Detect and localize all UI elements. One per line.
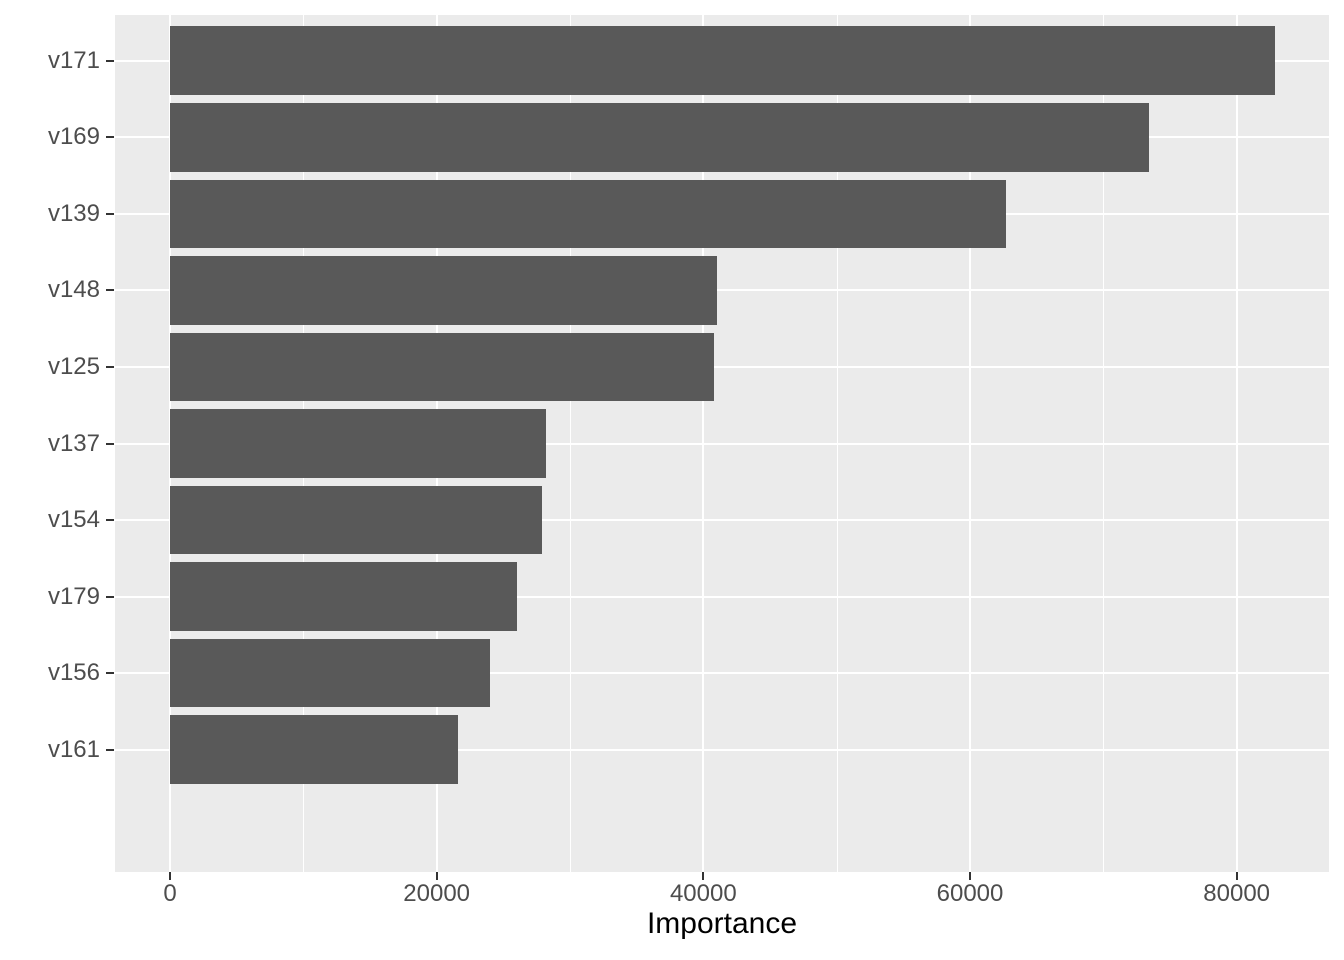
y-tick-mark (106, 59, 114, 62)
bar-v169 (170, 102, 1149, 172)
bar-v148 (170, 256, 717, 325)
x-tick-label-20000: 20000 (403, 880, 471, 907)
y-tick-label-v125: v125 (47, 352, 100, 380)
category-gridline (115, 748, 1329, 751)
bar-v179 (170, 562, 517, 631)
y-tick-label-v139: v139 (47, 199, 100, 227)
x-axis-title: Importance (646, 907, 798, 940)
y-tick-mark (106, 519, 114, 522)
category-gridline (115, 365, 1329, 368)
bar-v137 (170, 409, 546, 478)
category-gridline (115, 672, 1329, 675)
x-tick-mark (702, 872, 705, 880)
x-tick-mark (435, 872, 438, 880)
category-gridline (115, 289, 1329, 292)
y-tick-label-v137: v137 (47, 429, 100, 457)
bar-v154 (170, 485, 542, 555)
category-gridline (115, 595, 1329, 598)
y-tick-mark (106, 748, 114, 751)
y-tick-mark (106, 672, 114, 675)
x-tick-mark (169, 872, 171, 880)
y-tick-mark (106, 136, 114, 139)
x-tick-label-40000: 40000 (669, 880, 737, 907)
bar-v125 (170, 332, 714, 402)
y-tick-label-v154: v154 (47, 506, 100, 534)
x-tick-mark (1235, 872, 1238, 880)
bar-v161 (170, 715, 458, 784)
y-tick-label-v169: v169 (47, 123, 100, 151)
bar-v139 (170, 179, 1006, 249)
y-tick-mark (106, 595, 114, 598)
y-tick-mark (106, 212, 114, 215)
y-tick-mark (106, 365, 114, 368)
x-tick-label-0: 0 (163, 880, 177, 907)
bar-v171 (170, 26, 1276, 96)
y-tick-label-v179: v179 (47, 582, 100, 610)
y-tick-mark (106, 289, 114, 292)
bar-v156 (170, 638, 490, 708)
category-gridline (115, 442, 1329, 445)
x-tick-mark (969, 872, 971, 880)
y-tick-mark (106, 442, 114, 445)
x-tick-label-80000: 80000 (1203, 880, 1271, 907)
y-tick-label-v148: v148 (47, 276, 100, 304)
y-tick-label-v156: v156 (47, 659, 100, 687)
y-tick-label-v161: v161 (47, 735, 100, 763)
category-gridline (115, 519, 1329, 522)
x-tick-label-60000: 60000 (936, 880, 1004, 907)
plot-panel (115, 15, 1329, 872)
y-tick-label-v171: v171 (47, 46, 100, 74)
